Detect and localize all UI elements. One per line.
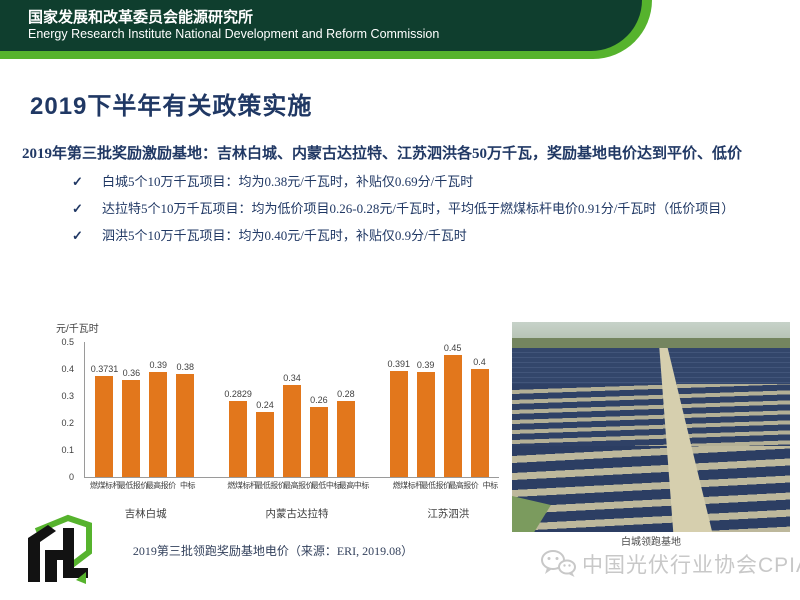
check-icon: ✓ xyxy=(72,174,83,189)
photo-caption: 白城领跑基地 xyxy=(621,537,681,548)
photo-panels-far xyxy=(512,348,790,384)
bullet-item: ✓ 达拉特5个10万千瓦项目：均为低价项目0.26-0.28元/千瓦时，平均低于… xyxy=(72,199,772,226)
page-title: 2019下半年有关政策实施 xyxy=(30,93,313,120)
x-axis-category-labels: 燃煤标杆 最低报价 最高报价 中标 燃煤标杆 最低报价 最高报价 最低中标 最高中标 燃煤标杆 最低… xyxy=(84,480,510,491)
bar-value-label: 0.39 xyxy=(416,360,435,370)
y-axis-ticks: 0 0.1 0.2 0.3 0.4 0.5 xyxy=(38,337,80,482)
y-tick-label: 0.5 xyxy=(61,337,74,347)
bar-value-label: 0.24 xyxy=(256,400,274,410)
y-tick-label: 0.3 xyxy=(61,391,74,401)
chart-caption: 2019第三批领跑奖励基地电价（来源：ERI, 2019.08） xyxy=(132,544,414,558)
bullet-text: 达拉特5个10万千瓦项目：均为低价项目0.26-0.28元/千瓦时，平均低于燃煤… xyxy=(102,201,735,216)
bar-chart: 元/千瓦时 0 0.1 0.2 0.3 0.4 0.5 0.3731 0.36 0.39 0.3… xyxy=(38,320,508,565)
lead-paragraph: 2019年第三批奖励激励基地：吉林白城、内蒙古达拉特、江苏泗洪各50万千瓦，奖励… xyxy=(22,146,743,162)
bar-value-label: 0.28 xyxy=(337,389,355,399)
x-tick-label: 最高中标 xyxy=(338,481,369,490)
x-tick-label: 最低报价 xyxy=(117,481,148,490)
bullet-list: ✓ 白城5个10万千瓦项目：均为0.38元/千瓦时，补贴仅0.69分/千瓦时 ✓… xyxy=(72,172,772,253)
bullet-item: ✓ 白城5个10万千瓦项目：均为0.38元/千瓦时，补贴仅0.69分/千瓦时 xyxy=(72,172,772,199)
x-tick-label: 中标 xyxy=(179,481,195,490)
chart-plot-area: 0.3731 0.36 0.39 0.38 0.2829 0.24 0.34 0.26 0.28… xyxy=(84,342,499,478)
org-name-zh: 国家发展和改革委员会能源研究所 xyxy=(28,9,254,26)
bar-value-label: 0.38 xyxy=(176,362,194,372)
bar-value-label: 0.2829 xyxy=(224,389,252,399)
bar-江苏泗洪-燃煤标杆 xyxy=(389,371,408,477)
bar-内蒙古达拉特-最低中标 xyxy=(309,407,328,477)
bar-value-label: 0.36 xyxy=(122,368,141,378)
eri-logo-graphic xyxy=(28,514,92,584)
eri-logo xyxy=(12,510,100,595)
group-label: 江苏泗洪 xyxy=(427,508,470,520)
wechat-icon xyxy=(541,550,576,577)
cpia-watermark: 中国光伏行业协会CPIA xyxy=(540,549,800,579)
y-tick-label: 0 xyxy=(68,472,74,482)
bar-江苏泗洪-最低报价 xyxy=(416,372,435,477)
bar-吉林白城-燃煤标杆 xyxy=(95,376,114,477)
watermark-text: 中国光伏行业协会CPIA xyxy=(582,554,800,577)
bar-value-label: 0.391 xyxy=(387,359,411,369)
check-icon: ✓ xyxy=(72,201,83,216)
group-label: 吉林白城 xyxy=(124,508,167,520)
x-tick-label: 最低中标 xyxy=(310,481,341,490)
photo-panels-mid xyxy=(512,384,790,446)
photo-hills xyxy=(512,338,790,348)
bar-value-label: 0.45 xyxy=(443,343,462,353)
bar-value-label: 0.39 xyxy=(149,360,168,370)
bar-吉林白城-最低报价 xyxy=(122,380,141,477)
bar-江苏泗洪-中标 xyxy=(470,369,489,477)
bullet-text: 白城5个10万千瓦项目：均为0.38元/千瓦时，补贴仅0.69分/千瓦时 xyxy=(102,174,474,189)
y-tick-label: 0.2 xyxy=(61,418,74,428)
bar-内蒙古达拉特-最高报价 xyxy=(282,385,301,477)
x-tick-label: 最低报价 xyxy=(420,481,451,490)
x-tick-label: 最高报价 xyxy=(448,481,479,490)
bar-江苏泗洪-最高报价 xyxy=(443,355,462,477)
x-tick-label: 中标 xyxy=(482,481,498,490)
y-tick-label: 0.1 xyxy=(61,445,74,455)
bullet-text: 泗洪5个10万千瓦项目：均为0.40元/千瓦时，补贴仅0.9分/千瓦时 xyxy=(102,228,467,243)
x-tick-label: 燃煤标杆 xyxy=(392,481,423,490)
bar-value-label: 0.4 xyxy=(473,357,486,367)
org-name-en: Energy Research Institute National Devel… xyxy=(28,27,440,41)
bar-内蒙古达拉特-最低报价 xyxy=(256,412,275,477)
bar-内蒙古达拉特-燃煤标杆 xyxy=(229,401,248,477)
x-tick-label: 燃煤标杆 xyxy=(227,481,258,490)
header-bar xyxy=(0,0,642,51)
solar-farm-photo xyxy=(512,322,790,532)
bar-吉林白城-中标 xyxy=(176,374,195,477)
y-axis-unit-label: 元/千瓦时 xyxy=(56,324,99,335)
y-tick-label: 0.4 xyxy=(61,364,74,374)
bar-value-label: 0.26 xyxy=(310,395,328,405)
x-axis-group-labels: 吉林白城 内蒙古达拉特 江苏泗洪 xyxy=(84,506,510,521)
check-icon: ✓ xyxy=(72,228,83,243)
x-tick-label: 最高报价 xyxy=(145,481,176,490)
bar-吉林白城-最高报价 xyxy=(149,372,168,477)
x-tick-label: 最低报价 xyxy=(255,481,286,490)
photo-panels-near xyxy=(512,446,790,532)
group-label: 内蒙古达拉特 xyxy=(265,508,329,520)
x-tick-label: 燃煤标杆 xyxy=(90,481,120,490)
x-tick-label: 最高报价 xyxy=(283,481,314,490)
bar-value-label: 0.34 xyxy=(283,373,301,383)
bullet-item: ✓ 泗洪5个10万千瓦项目：均为0.40元/千瓦时，补贴仅0.9分/千瓦时 xyxy=(72,226,772,253)
bar-内蒙古达拉特-最高中标 xyxy=(336,401,355,477)
bars-row: 0.3731 0.36 0.39 0.38 0.2829 0.24 0.34 0.26 0.28… xyxy=(85,342,499,477)
bar-value-label: 0.3731 xyxy=(90,364,119,374)
